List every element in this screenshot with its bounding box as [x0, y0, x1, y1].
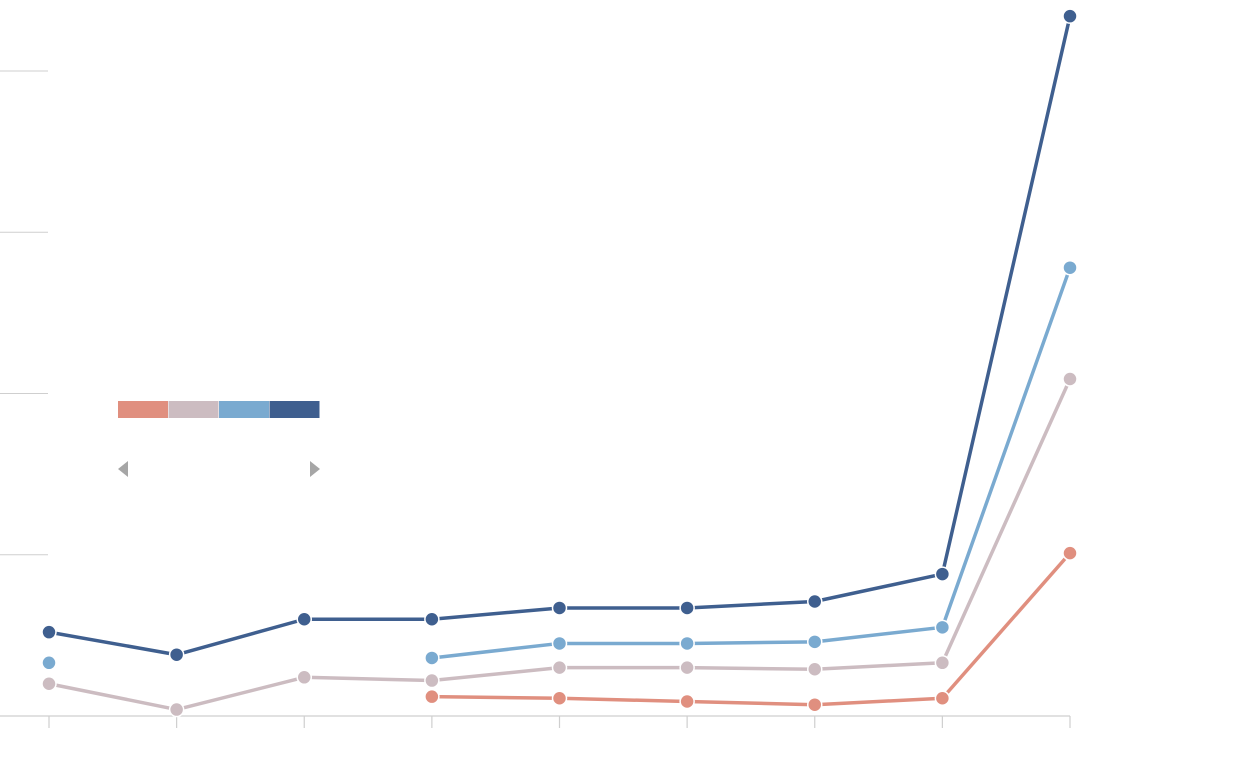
next-arrow[interactable]: [310, 461, 320, 477]
point: [1062, 259, 1078, 276]
point: [41, 676, 57, 692]
point: [934, 566, 951, 582]
point: [1062, 8, 1078, 24]
point: [296, 611, 312, 627]
legend-swatch: [219, 401, 269, 418]
legend-swatch: [168, 401, 219, 418]
point: [679, 600, 695, 616]
point: [807, 593, 823, 610]
point: [41, 624, 57, 640]
point: [41, 655, 57, 671]
legend-swatch: [269, 401, 320, 418]
series-line: [48, 15, 1072, 657]
prev-arrow[interactable]: [118, 461, 128, 477]
point: [551, 600, 568, 616]
point: [424, 611, 440, 627]
point: [807, 661, 823, 677]
point: [551, 659, 568, 676]
point: [934, 690, 951, 707]
point: [679, 693, 695, 710]
point: [1062, 371, 1078, 387]
point: [807, 696, 823, 713]
point: [679, 635, 695, 652]
point: [551, 690, 568, 707]
series-line: [431, 267, 1072, 660]
point: [424, 650, 440, 666]
point: [168, 701, 185, 718]
point: [679, 659, 695, 676]
point: [296, 669, 312, 686]
point: [1062, 545, 1078, 561]
series-line: [431, 551, 1072, 707]
point: [168, 646, 185, 663]
point: [424, 672, 440, 689]
legend-swatch: [118, 401, 168, 418]
point: [551, 635, 568, 652]
point: [934, 619, 951, 636]
point: [934, 655, 951, 671]
point: [807, 634, 823, 650]
point: [424, 688, 440, 705]
